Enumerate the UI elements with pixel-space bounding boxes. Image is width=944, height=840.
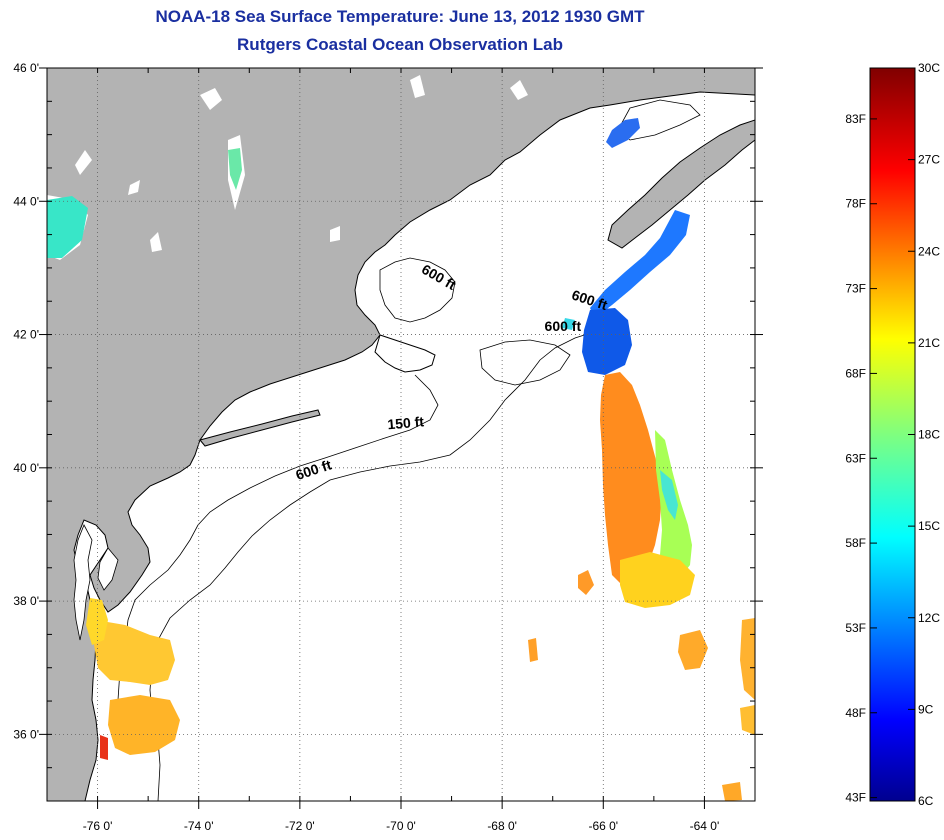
- colorbar-label-f: 83F: [845, 112, 866, 126]
- colorbar-label-f: 78F: [845, 197, 866, 211]
- delaware-bay: [97, 547, 119, 591]
- sst-patch-offshore-1: [578, 570, 594, 595]
- contour-label: 150 ft: [387, 413, 425, 432]
- colorbar-label-c: 24C: [918, 244, 940, 258]
- y-tick-label: 46 0': [13, 61, 39, 75]
- colorbar-ticks: [870, 67, 915, 802]
- colorbar-label-c: 30C: [918, 61, 940, 75]
- colorbar-label-f: 63F: [845, 451, 866, 465]
- colorbar-label-f: 58F: [845, 536, 866, 550]
- colorbar-label-c: 18C: [918, 428, 940, 442]
- sst-patch-offshore-3: [740, 618, 755, 700]
- sst-patch-south-tail: [620, 552, 695, 608]
- x-tick-label: -70 0': [386, 819, 416, 833]
- contour-label: 600 ft: [545, 318, 582, 334]
- lake: [510, 80, 528, 100]
- y-tick-label: 36 0': [13, 727, 39, 741]
- y-tick-label: 42 0': [13, 328, 39, 342]
- y-tick-label: 40 0': [13, 461, 39, 475]
- contour-150ft: [117, 374, 439, 731]
- colorbar-labels: 30C 27C 24C 21C 18C 15C 12C 9C 6C 83F 78F 73F 68F 63F…: [845, 61, 940, 808]
- colorbar-gradient: [869, 67, 916, 802]
- sst-patch-delmarva: [94, 620, 175, 685]
- long-island: [199, 409, 321, 447]
- colorbar-label-f: 48F: [845, 706, 866, 720]
- axis-labels: -76 0' -74 0' -72 0' -70 0' -68 0' -66 0' -64 …: [13, 61, 719, 833]
- sst-patch-virginia: [108, 695, 180, 755]
- colorbar-label-f: 68F: [845, 366, 866, 380]
- contour-600ft-gulf: [379, 257, 456, 323]
- lake: [330, 226, 340, 242]
- x-tick-label: -68 0': [487, 819, 517, 833]
- x-tick-label: -74 0': [184, 819, 214, 833]
- sst-patch-fundy: [606, 118, 640, 148]
- sst-patch-offshore-5: [722, 782, 742, 801]
- lake: [150, 232, 162, 252]
- sst-patch-offshore-2: [678, 630, 708, 670]
- x-tick-label: -72 0': [285, 819, 315, 833]
- x-tick-label: -66 0': [588, 819, 618, 833]
- sst-patch-warm-eddy: [600, 372, 662, 588]
- sst-patch-small-cyan: [562, 318, 575, 330]
- y-tick-label: 44 0': [13, 194, 39, 208]
- colorbar-label-c: 27C: [918, 153, 940, 167]
- contour-georges: [479, 339, 571, 386]
- colorbar: 30C 27C 24C 21C 18C 15C 12C 9C 6C 83F 78F 73F 68F 63F…: [845, 61, 940, 808]
- axis-ticks: [39, 67, 763, 809]
- y-tick-label: 38 0': [13, 594, 39, 608]
- colorbar-label-c: 12C: [918, 611, 940, 625]
- lake: [200, 88, 222, 110]
- sst-patch-lake-champlain: [228, 148, 242, 190]
- nova-scotia: [607, 119, 755, 249]
- colorbar-label-f: 73F: [845, 282, 866, 296]
- map-title: NOAA-18 Sea Surface Temperature: June 13…: [155, 7, 645, 26]
- x-tick-label: -76 0': [83, 819, 113, 833]
- sst-patch-scotian-shelf: [590, 210, 690, 318]
- map-subtitle: Rutgers Coastal Ocean Observation Lab: [237, 35, 563, 54]
- colorbar-label-c: 21C: [918, 336, 940, 350]
- lake: [128, 180, 140, 195]
- cape-cod: [374, 334, 436, 373]
- sst-patch-cyan-edge: [660, 470, 678, 520]
- sst-patch-small-orange: [528, 638, 538, 662]
- sst-patch-small-red: [100, 735, 108, 760]
- colorbar-label-c: 9C: [918, 702, 934, 716]
- sst-patch-offshore-4: [740, 705, 755, 735]
- sst-patch-gulf-mouth: [582, 308, 632, 375]
- colorbar-label-c: 6C: [918, 794, 934, 808]
- colorbar-label-f: 43F: [845, 791, 866, 805]
- x-tick-label: -64 0': [690, 819, 720, 833]
- sst-overlay: [47, 118, 755, 801]
- lake: [410, 75, 425, 98]
- colorbar-label-f: 53F: [845, 621, 866, 635]
- sst-patch-lake-ontario: [47, 196, 88, 258]
- lake: [75, 150, 92, 175]
- chesapeake-bay: [73, 524, 93, 641]
- colorbar-label-c: 15C: [918, 519, 940, 533]
- sst-patch-nj: [86, 598, 108, 645]
